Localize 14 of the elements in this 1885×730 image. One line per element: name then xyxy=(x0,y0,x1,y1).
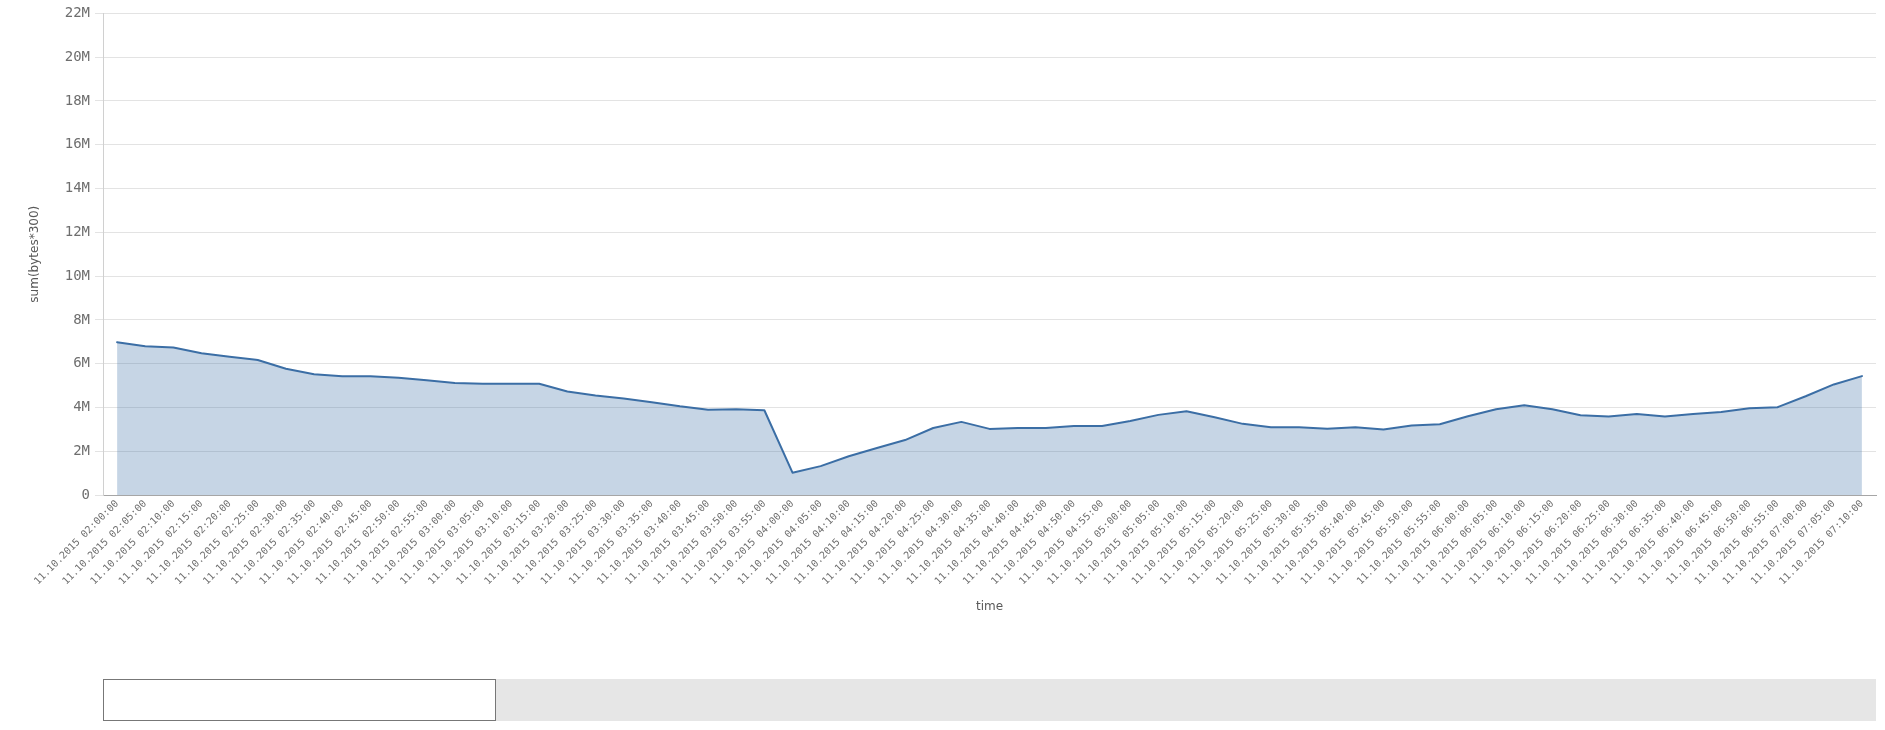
y-tick-label: 4M xyxy=(73,398,90,415)
y-tick-label: 22M xyxy=(64,4,90,21)
y-tick-label: 20M xyxy=(64,47,90,64)
y-tick-label: 10M xyxy=(64,266,90,283)
y-tick-label: 16M xyxy=(64,135,90,152)
y-tick-label: 6M xyxy=(73,354,90,371)
y-tick-label: 12M xyxy=(64,222,90,239)
y-tick-label: 2M xyxy=(73,441,90,458)
x-axis-title: time xyxy=(975,598,1004,613)
y-tick-label: 18M xyxy=(64,91,90,108)
y-axis-title: sum(bytes*300) xyxy=(27,205,42,303)
y-tick-label: 8M xyxy=(73,310,90,327)
y-tick-label: 14M xyxy=(64,179,90,196)
y-tick-label: 0 xyxy=(81,485,90,502)
